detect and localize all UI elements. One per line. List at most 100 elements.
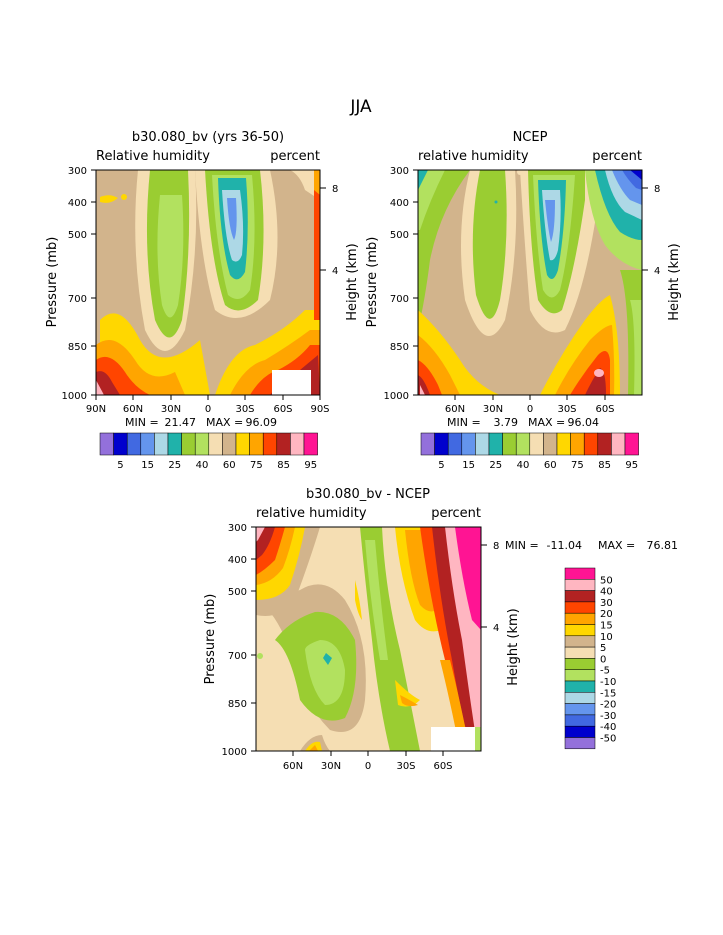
colorbar-swatch bbox=[564, 725, 596, 738]
y-axis-label: Pressure (mb) bbox=[45, 237, 60, 328]
contour-band-50-edge-low bbox=[630, 300, 642, 395]
y2-tick-label: 4 bbox=[493, 623, 499, 634]
x-tick-label: 30N bbox=[161, 404, 181, 415]
y-tick-label: 700 bbox=[390, 294, 409, 305]
colorbar-swatch bbox=[564, 590, 596, 603]
colorbar-swatch bbox=[181, 432, 196, 456]
colorbar-label: 5 bbox=[117, 460, 123, 471]
colorbar-label: 25 bbox=[168, 460, 181, 471]
contour-band-40-north bbox=[256, 527, 265, 542]
colorbar-label: 85 bbox=[598, 460, 611, 471]
colorbar-swatch bbox=[99, 432, 114, 456]
contour-band-10-low bbox=[305, 741, 322, 751]
y-tick-label: 300 bbox=[228, 523, 247, 534]
contour-band-75-dot bbox=[121, 194, 127, 200]
colorbar-label: 95 bbox=[304, 460, 317, 471]
colorbar-swatch bbox=[564, 579, 596, 591]
contour-band-40 bbox=[472, 170, 507, 319]
colorbar-label: 40 bbox=[517, 460, 530, 471]
y2-tick-label: 4 bbox=[654, 266, 660, 277]
y2-axis-label: Height (km) bbox=[506, 608, 521, 685]
colorbar-label: 95 bbox=[625, 460, 638, 471]
colorbar-label: 50 bbox=[600, 575, 613, 586]
colorbar-label: 10 bbox=[600, 632, 613, 643]
panel-difference: b30.080_bv - NCEP relative humidity perc… bbox=[203, 487, 678, 772]
contour-band-85-edge bbox=[314, 170, 320, 320]
y2-tick-label: 4 bbox=[332, 266, 338, 277]
missing-data-block bbox=[272, 370, 311, 395]
colorbar-swatch bbox=[303, 432, 318, 456]
y-tick-label: 500 bbox=[228, 587, 247, 598]
panel-model-y-axis: 300 400 500 700 850 1000 Pressure (mb) bbox=[45, 166, 96, 402]
colorbar-swatch bbox=[113, 432, 128, 456]
colorbar-swatch bbox=[140, 432, 155, 456]
colorbar-label: 40 bbox=[196, 460, 209, 471]
y-tick-label: 1000 bbox=[384, 391, 409, 402]
y-tick-label: 850 bbox=[390, 342, 409, 353]
colorbar-swatch bbox=[249, 432, 264, 456]
min-value: 3.79 bbox=[494, 416, 519, 429]
colorbar-swatch bbox=[564, 658, 596, 670]
y2-tick-label: 8 bbox=[654, 184, 660, 195]
colorbar-swatch bbox=[556, 432, 571, 456]
x-tick-label: 60S bbox=[433, 761, 452, 772]
panel-difference-minmax: MIN = -11.04 MAX = 76.81 bbox=[505, 539, 678, 552]
colorbar-swatch bbox=[564, 692, 596, 704]
panel-model-x-axis: 90N 60N 30N 0 30S 60S 90S bbox=[86, 395, 330, 415]
colorbar-swatch bbox=[194, 432, 210, 456]
contour-band-60-dot bbox=[517, 170, 523, 175]
contour-band-neg10-center bbox=[365, 540, 388, 660]
panel-ncep: NCEP relative humidity percent bbox=[365, 130, 682, 471]
panel-difference-y2-axis: 8 4 Height (km) bbox=[481, 541, 521, 686]
panel-model-right-label: percent bbox=[270, 149, 320, 164]
colorbar-swatch bbox=[570, 432, 585, 456]
panel-model-title: b30.080_bv (yrs 36-50) bbox=[132, 130, 284, 145]
panel-model-colorbar: 5 15 25 40 60 75 85 95 bbox=[99, 432, 318, 471]
x-tick-label: 30S bbox=[235, 404, 254, 415]
contour-band-15-low bbox=[309, 745, 318, 751]
colorbar-label: 5 bbox=[600, 643, 606, 654]
x-tick-label: 60S bbox=[595, 404, 614, 415]
y-tick-label: 400 bbox=[228, 555, 247, 566]
panel-ncep-left-label: relative humidity bbox=[418, 149, 529, 164]
contour-band-95 bbox=[96, 380, 104, 395]
y2-axis-label: Height (km) bbox=[345, 243, 360, 320]
x-tick-label: 60N bbox=[283, 761, 303, 772]
x-tick-label: 60N bbox=[123, 404, 143, 415]
contour-band-60-edge bbox=[290, 170, 320, 200]
max-value: 96.04 bbox=[568, 416, 600, 429]
panel-model: b30.080_bv (yrs 36-50) Relative humidity… bbox=[45, 130, 360, 471]
y-tick-label: 500 bbox=[68, 230, 87, 241]
y2-tick-label: 8 bbox=[332, 184, 338, 195]
colorbar-label: -5 bbox=[600, 666, 610, 677]
panel-ncep-x-axis: 60N 30N 0 30S 60S bbox=[445, 395, 615, 415]
colorbar-swatch bbox=[154, 432, 169, 456]
max-label: MAX = bbox=[206, 416, 243, 429]
y-tick-label: 850 bbox=[228, 699, 247, 710]
colorbar-swatch bbox=[529, 432, 544, 456]
colorbar-swatch bbox=[434, 432, 449, 456]
min-label: MIN = bbox=[447, 416, 481, 429]
y-tick-label: 1000 bbox=[222, 747, 247, 758]
panel-ncep-right-label: percent bbox=[592, 149, 642, 164]
contour-band-20 bbox=[227, 198, 237, 240]
max-label: MAX = bbox=[598, 539, 635, 552]
panel-ncep-title: NCEP bbox=[513, 130, 548, 145]
contour-band-30-north bbox=[256, 527, 275, 560]
colorbar-label: -10 bbox=[600, 677, 616, 688]
panel-difference-left-label: relative humidity bbox=[256, 506, 367, 521]
contour-band-95-south bbox=[594, 369, 604, 377]
colorbar-swatch bbox=[167, 432, 182, 456]
y-tick-label: 500 bbox=[390, 230, 409, 241]
colorbar-label: 20 bbox=[600, 609, 613, 620]
panel-difference-x-axis: 60N 30N 0 30S 60S bbox=[283, 751, 453, 772]
colorbar-swatch bbox=[222, 432, 237, 456]
panel-model-contours bbox=[96, 170, 320, 395]
colorbar-label: -30 bbox=[600, 711, 616, 722]
x-tick-label: 30S bbox=[396, 761, 415, 772]
min-value: 21.47 bbox=[165, 416, 197, 429]
min-label: MIN = bbox=[505, 539, 539, 552]
colorbar-label: 75 bbox=[571, 460, 584, 471]
colorbar-label: 85 bbox=[277, 460, 290, 471]
